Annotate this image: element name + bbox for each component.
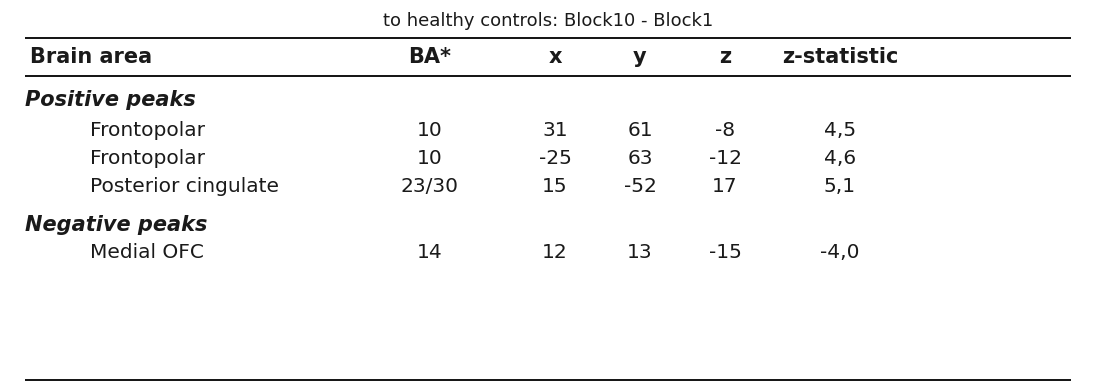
Text: -12: -12: [708, 149, 742, 167]
Text: BA*: BA*: [409, 47, 452, 67]
Text: -25: -25: [538, 149, 571, 167]
Text: 13: 13: [627, 243, 653, 263]
Text: y: y: [633, 47, 647, 67]
Text: Medial OFC: Medial OFC: [90, 243, 204, 263]
Text: to healthy controls: Block10 - Block1: to healthy controls: Block10 - Block1: [383, 12, 713, 30]
Text: 61: 61: [627, 121, 653, 139]
Text: Posterior cingulate: Posterior cingulate: [90, 177, 279, 195]
Text: 63: 63: [627, 149, 653, 167]
Text: Frontopolar: Frontopolar: [90, 149, 205, 167]
Text: Positive peaks: Positive peaks: [25, 90, 196, 110]
Text: 17: 17: [712, 177, 738, 195]
Text: Frontopolar: Frontopolar: [90, 121, 205, 139]
Text: Brain area: Brain area: [30, 47, 152, 67]
Text: -8: -8: [715, 121, 735, 139]
Text: -4,0: -4,0: [820, 243, 859, 263]
Text: 31: 31: [543, 121, 568, 139]
Text: z-statistic: z-statistic: [781, 47, 899, 67]
Text: 10: 10: [418, 121, 443, 139]
Text: 10: 10: [418, 149, 443, 167]
Text: -15: -15: [708, 243, 741, 263]
Text: z: z: [719, 47, 731, 67]
Text: 23/30: 23/30: [401, 177, 459, 195]
Text: x: x: [548, 47, 562, 67]
Text: -52: -52: [624, 177, 657, 195]
Text: 4,6: 4,6: [824, 149, 856, 167]
Text: 5,1: 5,1: [824, 177, 856, 195]
Text: 12: 12: [543, 243, 568, 263]
Text: Negative peaks: Negative peaks: [25, 215, 207, 235]
Text: 14: 14: [418, 243, 443, 263]
Text: 15: 15: [543, 177, 568, 195]
Text: 4,5: 4,5: [824, 121, 856, 139]
